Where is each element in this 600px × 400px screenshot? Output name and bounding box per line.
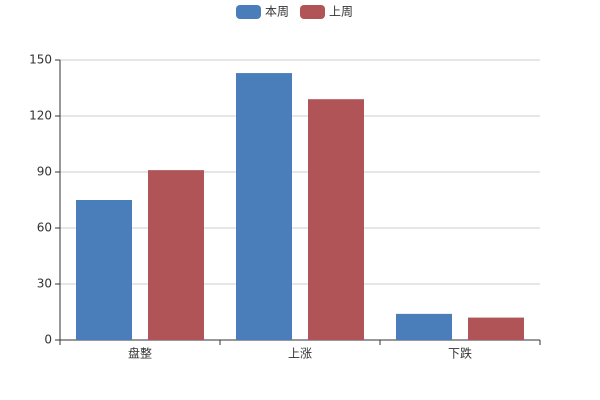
y-tick-label: 30: [37, 277, 52, 291]
bar: [396, 313, 452, 340]
y-tick-label: 150: [29, 53, 52, 67]
x-tick-label: 上涨: [288, 346, 312, 361]
x-tick-label: 盘整: [128, 346, 152, 361]
y-tick-label: 60: [37, 221, 52, 235]
bar: [468, 317, 524, 340]
y-tick-label: 0: [44, 333, 52, 347]
bar: [308, 99, 364, 340]
y-tick-label: 90: [37, 165, 52, 179]
legend-label: 本周: [265, 5, 289, 19]
x-tick-label: 下跌: [448, 346, 472, 361]
bar: [236, 73, 292, 341]
y-tick-label: 120: [29, 109, 52, 123]
bar: [148, 170, 204, 340]
legend-icon: [236, 5, 261, 19]
legend-icon: [300, 5, 325, 19]
bar: [76, 200, 132, 340]
legend-label: 上周: [329, 5, 353, 19]
